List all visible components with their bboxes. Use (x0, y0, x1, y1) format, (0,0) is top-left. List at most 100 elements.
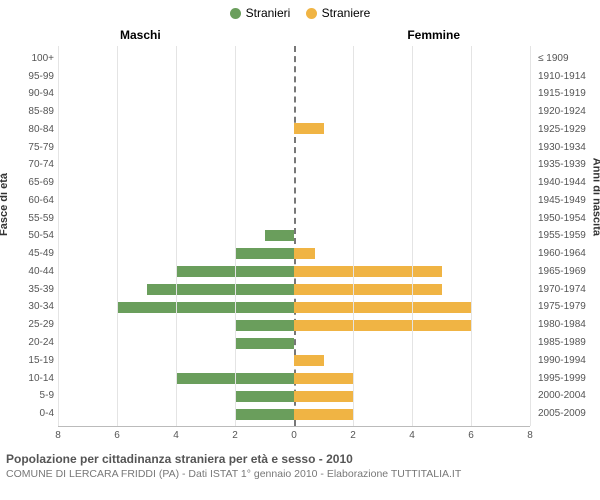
x-tick-label: 0 (291, 430, 297, 441)
bar-female (294, 266, 442, 277)
population-pyramid-chart: Stranieri Straniere Maschi Femmine Fasce… (0, 0, 600, 500)
bar-female (294, 373, 353, 384)
y-left-label: 0-4 (0, 408, 54, 419)
y-left-label: 5-9 (0, 390, 54, 401)
y-right-label: 2000-2004 (538, 390, 600, 401)
y-right-label: 2005-2009 (538, 408, 600, 419)
legend-label-male: Stranieri (246, 6, 291, 20)
y-axis-left-labels: 100+95-9990-9485-8980-8475-7970-7465-696… (0, 46, 54, 426)
bar-male (117, 302, 294, 313)
bar-row (58, 158, 530, 171)
y-left-label: 10-14 (0, 373, 54, 384)
caption-subtitle: COMUNE DI LERCARA FRIDDI (PA) - Dati IST… (6, 468, 594, 482)
grid-line (176, 46, 177, 426)
legend: Stranieri Straniere (0, 0, 600, 22)
grid-line (58, 46, 59, 426)
bar-row (58, 87, 530, 100)
grid-line (530, 46, 531, 426)
x-tick-label: 8 (55, 430, 61, 441)
y-right-label: 1920-1924 (538, 106, 600, 117)
y-right-label: 1955-1959 (538, 230, 600, 241)
y-right-label: 1995-1999 (538, 373, 600, 384)
y-right-label: 1965-1969 (538, 266, 600, 277)
legend-swatch-female (306, 8, 317, 19)
x-tick-label: 6 (468, 430, 474, 441)
y-left-label: 35-39 (0, 284, 54, 295)
y-axis-right-labels: ≤ 19091910-19141915-19191920-19241925-19… (538, 46, 600, 426)
column-title-male: Maschi (120, 28, 161, 42)
bar-row (58, 212, 530, 225)
x-axis: 864202468 (58, 430, 530, 444)
y-right-label: 1910-1914 (538, 71, 600, 82)
grid-line (471, 46, 472, 426)
x-tick-label: 6 (114, 430, 120, 441)
y-right-label: 1990-1994 (538, 355, 600, 366)
bar-row (58, 140, 530, 153)
bar-row (58, 301, 530, 314)
y-left-label: 40-44 (0, 266, 54, 277)
caption: Popolazione per cittadinanza straniera p… (6, 452, 594, 481)
y-left-label: 60-64 (0, 195, 54, 206)
bar-row (58, 229, 530, 242)
y-left-label: 100+ (0, 53, 54, 64)
grid-line (117, 46, 118, 426)
y-right-label: 1980-1984 (538, 319, 600, 330)
bar-female (294, 284, 442, 295)
y-left-label: 90-94 (0, 88, 54, 99)
y-right-label: 1970-1974 (538, 284, 600, 295)
y-right-label: 1950-1954 (538, 213, 600, 224)
bar-female (294, 355, 324, 366)
bar-row (58, 104, 530, 117)
y-right-label: 1945-1949 (538, 195, 600, 206)
bar-row (58, 283, 530, 296)
y-left-label: 80-84 (0, 124, 54, 135)
y-left-label: 55-59 (0, 213, 54, 224)
bar-male (235, 409, 294, 420)
bar-row (58, 247, 530, 260)
y-left-label: 45-49 (0, 248, 54, 259)
x-tick-label: 2 (232, 430, 238, 441)
y-left-label: 30-34 (0, 301, 54, 312)
grid-line (353, 46, 354, 426)
x-tick-label: 2 (350, 430, 356, 441)
y-left-label: 25-29 (0, 319, 54, 330)
y-right-label: 1940-1944 (538, 177, 600, 188)
bar-row (58, 176, 530, 189)
bar-row (58, 51, 530, 64)
legend-swatch-male (230, 8, 241, 19)
x-tick-label: 4 (409, 430, 415, 441)
y-left-label: 95-99 (0, 71, 54, 82)
bar-row (58, 122, 530, 135)
y-right-label: 1985-1989 (538, 337, 600, 348)
x-tick-label: 4 (173, 430, 179, 441)
bar-row (58, 354, 530, 367)
y-left-label: 85-89 (0, 106, 54, 117)
y-right-label: 1935-1939 (538, 159, 600, 170)
y-left-label: 15-19 (0, 355, 54, 366)
bar-row (58, 337, 530, 350)
y-left-label: 20-24 (0, 337, 54, 348)
grid-line (235, 46, 236, 426)
caption-title: Popolazione per cittadinanza straniera p… (6, 452, 594, 468)
legend-label-female: Straniere (322, 6, 371, 20)
bar-rows (58, 46, 530, 426)
legend-item-male: Stranieri (230, 6, 291, 20)
bar-male (265, 230, 295, 241)
bar-male (235, 248, 294, 259)
bar-row (58, 408, 530, 421)
bar-row (58, 194, 530, 207)
column-title-female: Femmine (407, 28, 460, 42)
bar-row (58, 372, 530, 385)
bar-row (58, 265, 530, 278)
y-right-label: 1960-1964 (538, 248, 600, 259)
bar-male (235, 391, 294, 402)
bar-row (58, 319, 530, 332)
y-left-label: 75-79 (0, 142, 54, 153)
bar-row (58, 390, 530, 403)
y-right-label: 1930-1934 (538, 142, 600, 153)
plot-area (58, 46, 530, 427)
bar-female (294, 409, 353, 420)
grid-line (412, 46, 413, 426)
bar-male (147, 284, 295, 295)
y-right-label: 1925-1929 (538, 124, 600, 135)
